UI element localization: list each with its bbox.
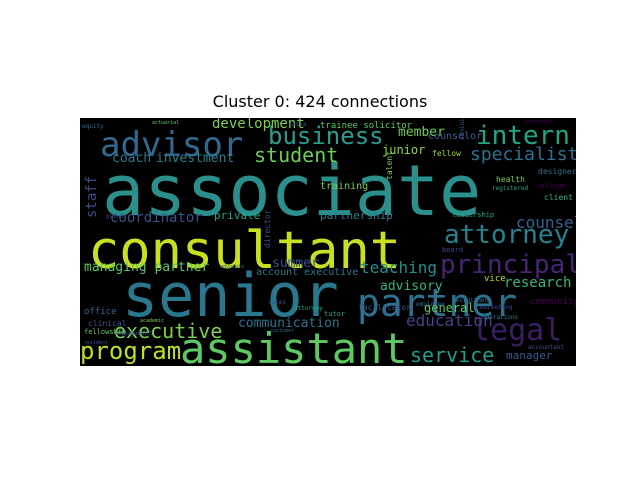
word-executive: executive: [114, 319, 222, 343]
word-staff: staff: [84, 176, 100, 218]
word-junior: junior: [382, 143, 425, 157]
word-corporate: corporate: [524, 119, 551, 125]
word-summer: summer: [272, 256, 319, 271]
word-general: general: [424, 301, 475, 315]
word-equity: equity: [82, 123, 104, 130]
chart-title: Cluster 0: 424 connections: [212, 92, 428, 111]
word-associate: associate: [102, 150, 481, 232]
word-recruitment: recruitment: [452, 297, 492, 304]
word-program: program: [80, 337, 181, 365]
word-asia: asia: [292, 121, 307, 128]
word-consultant: consultant: [88, 221, 401, 281]
word-advisor: advisor: [100, 125, 243, 165]
word-attorney: attorney: [294, 305, 323, 312]
word-client: client: [544, 193, 573, 202]
word-assistant: assistant: [180, 324, 408, 366]
word-academic: academic: [140, 318, 164, 324]
word-accountant: accountant: [528, 344, 565, 351]
word-college: college: [536, 182, 566, 190]
word-leadership: leadership: [452, 211, 494, 219]
word-managing-partner: managing partner: [84, 260, 209, 275]
word-legal: legal: [472, 313, 562, 348]
word-research: research: [504, 275, 571, 291]
word-teaching: teaching: [360, 258, 437, 277]
word-manager: manager: [506, 349, 553, 362]
word-fellowship: fellowship: [84, 328, 126, 336]
word-principal: principal: [440, 250, 576, 280]
word-intern: intern: [476, 121, 570, 151]
word-cloud: associate consultant senior partner assistan…: [80, 118, 576, 366]
word-talent: talent: [385, 151, 394, 180]
word-customer: customer: [270, 328, 294, 334]
word-specialist: specialist: [470, 144, 576, 165]
word-education: education: [406, 311, 493, 330]
word-sales: sales: [268, 299, 286, 306]
word-senior: senior: [122, 261, 339, 331]
word-administrative: administrative: [459, 118, 466, 140]
word-attorney: attorney: [444, 220, 569, 250]
word-office: office: [84, 307, 117, 317]
word-trainee-solicitor: trainee solicitor: [320, 121, 413, 131]
word-development: development: [212, 118, 305, 132]
word-board: board: [442, 246, 463, 254]
word-director: director: [263, 209, 272, 248]
word-coach: coach: [112, 151, 151, 166]
word-member: member: [398, 125, 445, 140]
word-designer: designer: [538, 167, 576, 176]
word-account-executive: account executive: [256, 267, 358, 278]
word-service: service: [410, 343, 494, 366]
word-private: private: [214, 209, 260, 222]
word-advocate: advocate: [220, 264, 244, 270]
word-global: global: [106, 214, 124, 220]
word-marketing: marketing: [480, 304, 513, 311]
word-vice: vice: [484, 274, 506, 284]
word-fellow: fellow: [432, 149, 461, 158]
word-counselor: counselor: [428, 131, 482, 142]
word-partnership: partnership: [320, 209, 393, 222]
word-engagement: engagement: [116, 330, 153, 337]
word-investment: investment: [156, 151, 234, 166]
word-tutor: tutor: [324, 310, 345, 318]
word-actuarial: actuarial: [152, 120, 179, 126]
word-facilitator: facilitator: [358, 303, 411, 312]
word-clinical: clinical: [88, 319, 127, 328]
word-operations: operations: [482, 314, 519, 321]
word-resident: resident: [84, 340, 108, 346]
word-health: health: [496, 175, 525, 184]
word-business: business: [268, 122, 384, 150]
word-student: student: [254, 143, 338, 167]
word-communication: communication: [238, 316, 340, 331]
word-coordinator: coordinator: [110, 210, 203, 226]
word-community: community: [530, 297, 576, 307]
word-counsel: counsel: [516, 213, 576, 232]
word-training: training: [320, 181, 368, 192]
word-partner: partner: [357, 281, 517, 325]
word-employee: employee: [416, 301, 445, 308]
word-registered: registered: [492, 185, 529, 192]
word-advisory: advisory: [380, 279, 443, 294]
